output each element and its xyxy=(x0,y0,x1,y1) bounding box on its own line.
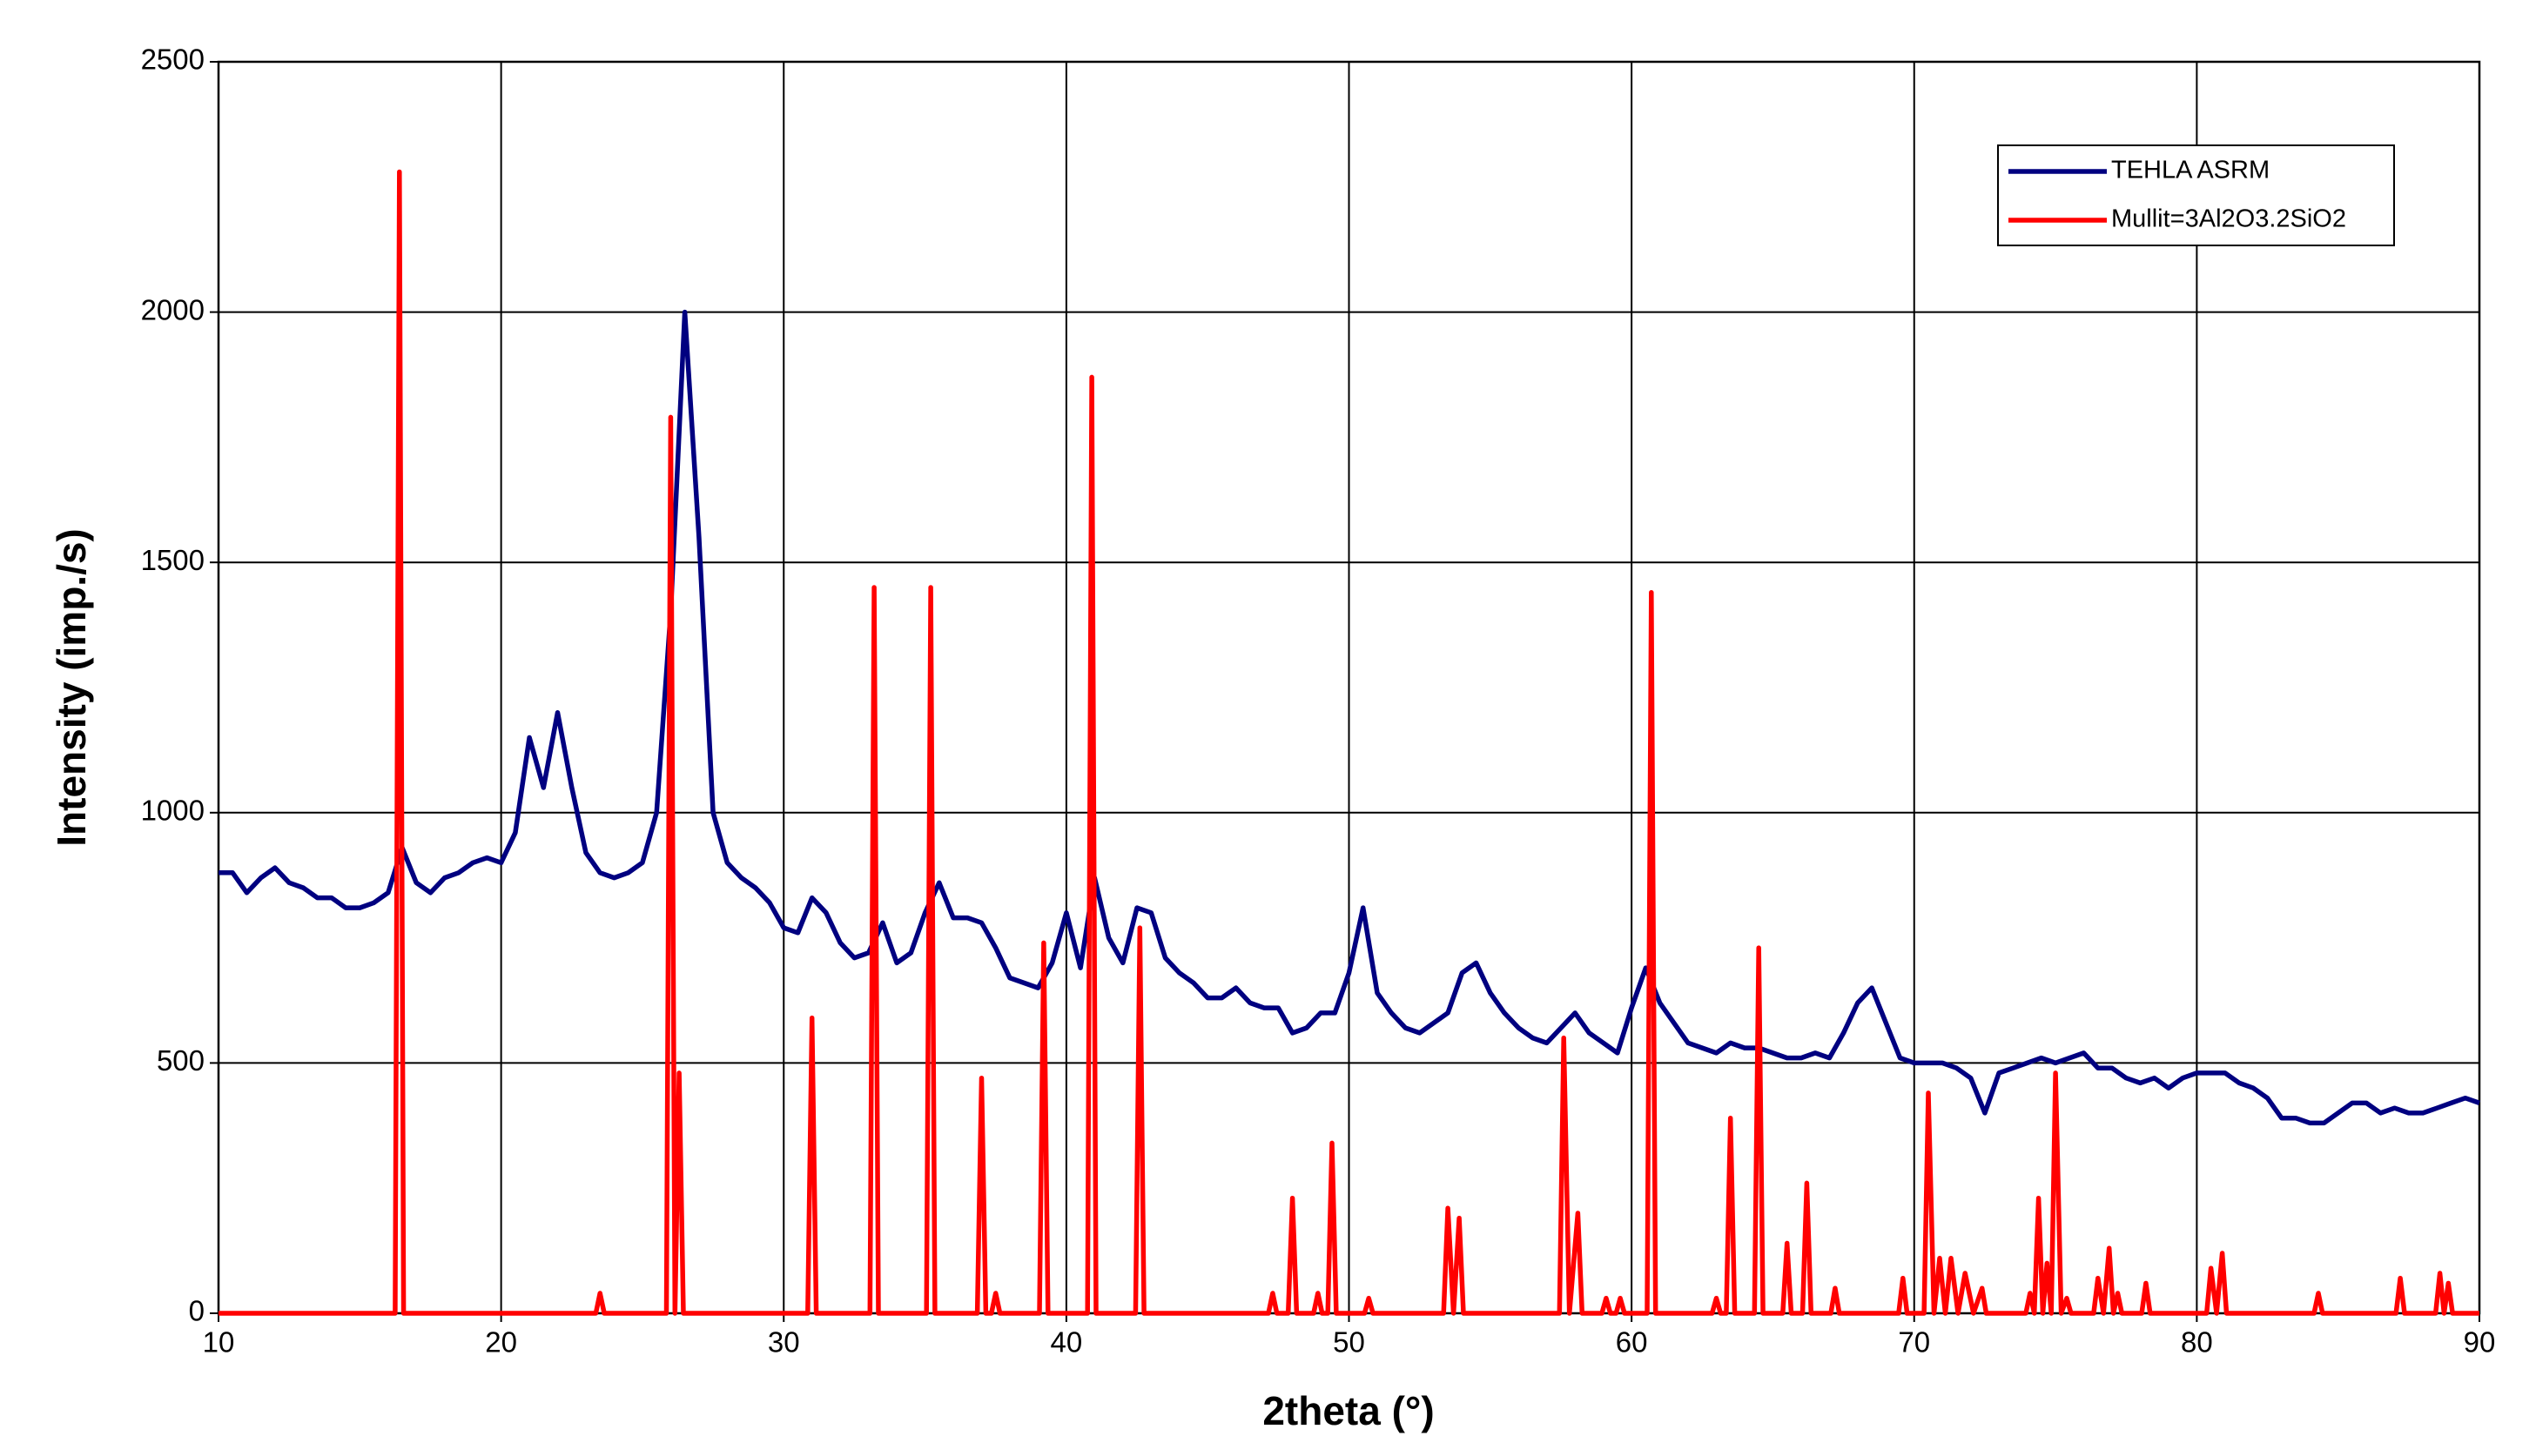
y-tick-label: 2000 xyxy=(141,293,205,325)
x-tick-label: 20 xyxy=(485,1326,517,1359)
x-tick-label: 60 xyxy=(1616,1326,1648,1359)
x-tick-label: 30 xyxy=(768,1326,800,1359)
legend-label: TEHLA ASRM xyxy=(2111,157,2270,185)
x-tick-label: 90 xyxy=(2464,1326,2496,1359)
y-tick-label: 1000 xyxy=(141,795,205,827)
x-tick-label: 50 xyxy=(1333,1326,1365,1359)
x-tick-label: 70 xyxy=(1898,1326,1930,1359)
y-tick-label: 2500 xyxy=(141,44,205,76)
data-line xyxy=(219,309,2480,1126)
y-tick-label: 1500 xyxy=(141,544,205,576)
y-axis-label: Intensity (imp./s) xyxy=(49,528,94,846)
x-tick-label: 10 xyxy=(203,1326,235,1359)
x-axis-label: 2theta (°) xyxy=(1262,1388,1434,1433)
legend-label: Mullit=3Al2O3.2SiO2 xyxy=(2111,205,2346,233)
legend-box xyxy=(1997,144,2395,246)
y-tick-label: 500 xyxy=(157,1044,205,1077)
y-tick-label: 0 xyxy=(189,1295,205,1327)
x-tick-label: 80 xyxy=(2181,1326,2213,1359)
data-line xyxy=(219,169,2479,1316)
x-tick-label: 40 xyxy=(1051,1326,1083,1359)
legend: TEHLA ASRM Mullit=3Al2O3.2SiO2 xyxy=(1997,144,2395,246)
